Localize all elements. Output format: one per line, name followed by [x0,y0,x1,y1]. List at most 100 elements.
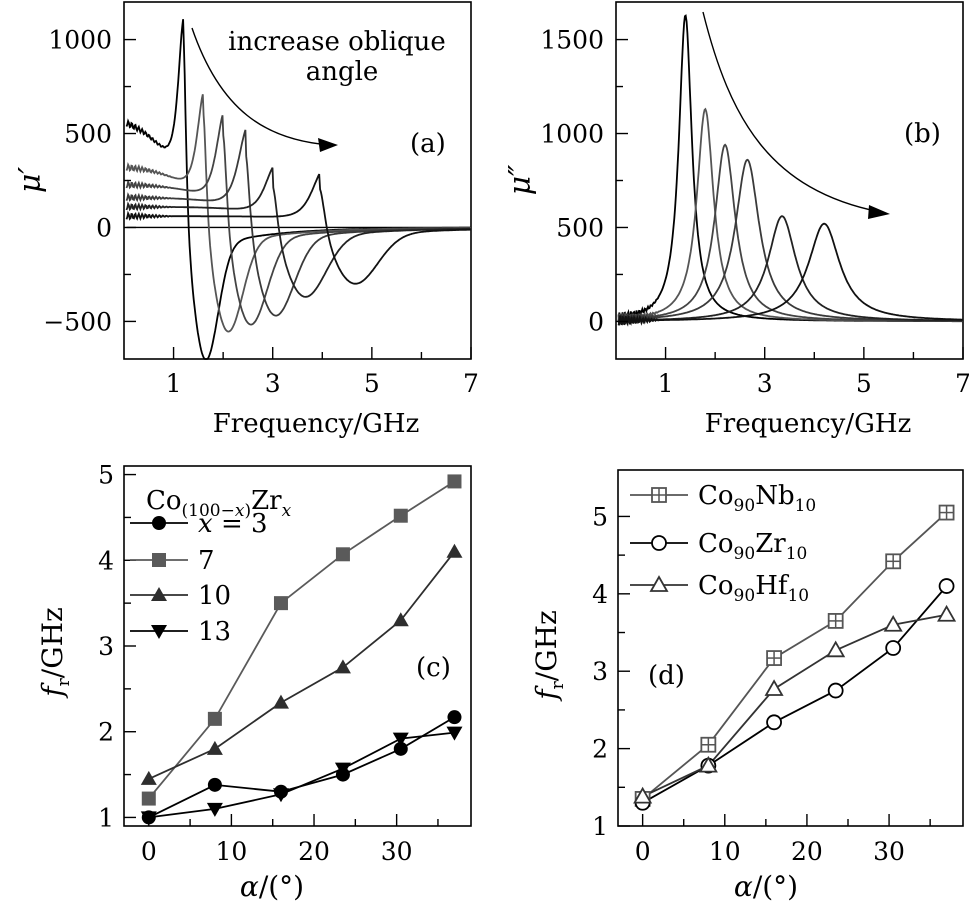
marker-boxed-plus [766,650,782,666]
marker-open-circle [651,535,667,551]
marker-filled-circle [447,710,462,725]
marker-filled-triangle [334,659,351,674]
x-tick-label: 10 [215,837,247,866]
marker-filled-triangle [392,612,409,627]
marker-open-circle [827,682,844,699]
panel-c-plot: 0 10 20 30 1 2 3 4 5 [98,461,463,866]
marker-filled-square [273,596,288,611]
curve-5 [617,215,963,326]
panel-b-curves [617,11,963,327]
marker-filled-triangle [272,694,289,709]
panel-d-plot: 0 10 20 30 1 2 3 4 5 [592,502,957,866]
panel-c-ylabel: fr/GHz [36,607,74,699]
y-tick-label: 1000 [48,26,112,55]
marker-boxed-plus [700,736,717,753]
x-tick-label: 5 [364,369,380,398]
panel-b-label: (b) [904,119,941,149]
y-tick-label: 4 [592,580,608,609]
y-tick-label: 0 [588,307,604,336]
series-line-1 [148,716,455,819]
legend-item-3: Co90Hf10 [630,571,809,606]
y-tick-label: 500 [556,213,604,242]
y-tick-label: 500 [64,120,112,149]
y-tick-label: 1 [592,812,608,841]
legend-label: 10 [198,581,231,611]
marker-open-circle [766,714,782,731]
marker-filled-triangle-down [206,802,223,817]
legend-label: Co90Nb10 [698,481,816,516]
series-line-2 [642,585,948,804]
marker-filled-triangle [151,587,167,601]
panel-a-curves [125,19,471,360]
panel-d-label: (d) [648,661,685,691]
panel-a-ylabel: μ′ [13,167,48,193]
legend-item-1: x = 3 [130,509,268,539]
marker-filled-square [152,553,166,567]
marker-open-triangle [633,786,653,804]
y-tick-label: 5 [98,461,114,490]
marker-filled-triangle-down [140,811,157,826]
legend-item-1: Co90Nb10 [630,481,816,516]
marker-filled-triangle-down [272,788,289,803]
panel-b-xlabel: Frequency/GHz [705,409,912,439]
marker-open-triangle [649,575,669,592]
marker-open-circle [938,578,955,594]
y-tick-label: 1500 [540,26,604,55]
panel-c-frame [123,465,472,827]
panel-d-legend: Co90Nb10 Co90Zr10 Co90Hf10 [630,481,816,606]
marker-filled-triangle [206,740,223,755]
panel-d-ylabel: fr/GHz [530,610,568,702]
marker-filled-square [393,508,408,523]
x-tick-label: 3 [265,369,281,398]
curve-1 [617,14,963,323]
panel-a-annotation-line2: angle [306,57,379,87]
panel-c-label: (c) [416,653,451,683]
y-tick-label: −500 [43,307,112,336]
marker-filled-triangle-down [151,625,167,639]
panel-b-frame [615,1,964,360]
marker-open-triangle [883,614,903,632]
x-tick-label: 5 [856,369,872,398]
series-line-3 [148,551,456,780]
marker-open-circle [885,640,902,656]
x-tick-label: 30 [873,837,905,866]
y-tick-label: 3 [98,632,114,661]
marker-filled-circle [152,516,166,530]
panel-d-frame [617,469,964,827]
marker-filled-triangle [140,770,157,785]
legend-item-3: 10 [130,581,231,611]
marker-boxed-plus [938,504,955,521]
y-tick-label: 1000 [540,120,604,149]
legend-item-2: Co90Zr10 [630,529,807,564]
marker-filled-square [335,547,350,562]
x-tick-label: 20 [791,837,823,866]
panel-d-xlabel: α/(°) [734,870,798,903]
x-tick-label: 7 [463,369,479,398]
marker-filled-circle [393,741,408,756]
marker-filled-triangle-down [334,762,351,777]
y-tick-label: 1 [98,803,114,832]
x-tick-label: 10 [709,837,741,866]
series-line-1 [642,511,948,800]
panel-b-ticks: 1 3 5 7 0 500 1000 1500 [540,26,969,398]
legend-label: 7 [198,546,215,576]
marker-boxed-plus [651,487,667,503]
curve-6 [617,222,963,327]
oblique-angle-arrow [702,11,881,213]
x-tick-label: 1 [658,369,674,398]
x-tick-label: 0 [635,837,651,866]
marker-open-triangle [698,755,718,773]
legend-label: Co90Hf10 [698,571,809,606]
curve-5 [125,167,471,298]
marker-boxed-plus [885,553,902,570]
series-line-4 [148,731,455,819]
y-tick-label: 2 [592,735,608,764]
legend-label: 13 [198,617,231,647]
series-line-2 [148,480,455,800]
x-tick-label: 0 [141,837,157,866]
arrowhead [868,205,890,219]
legend-item-4: 13 [130,617,231,647]
panel-d: 0 10 20 30 1 2 3 4 5 (d) Co90Nb10 Co90Zr10 Co90Hf1… [530,469,964,903]
